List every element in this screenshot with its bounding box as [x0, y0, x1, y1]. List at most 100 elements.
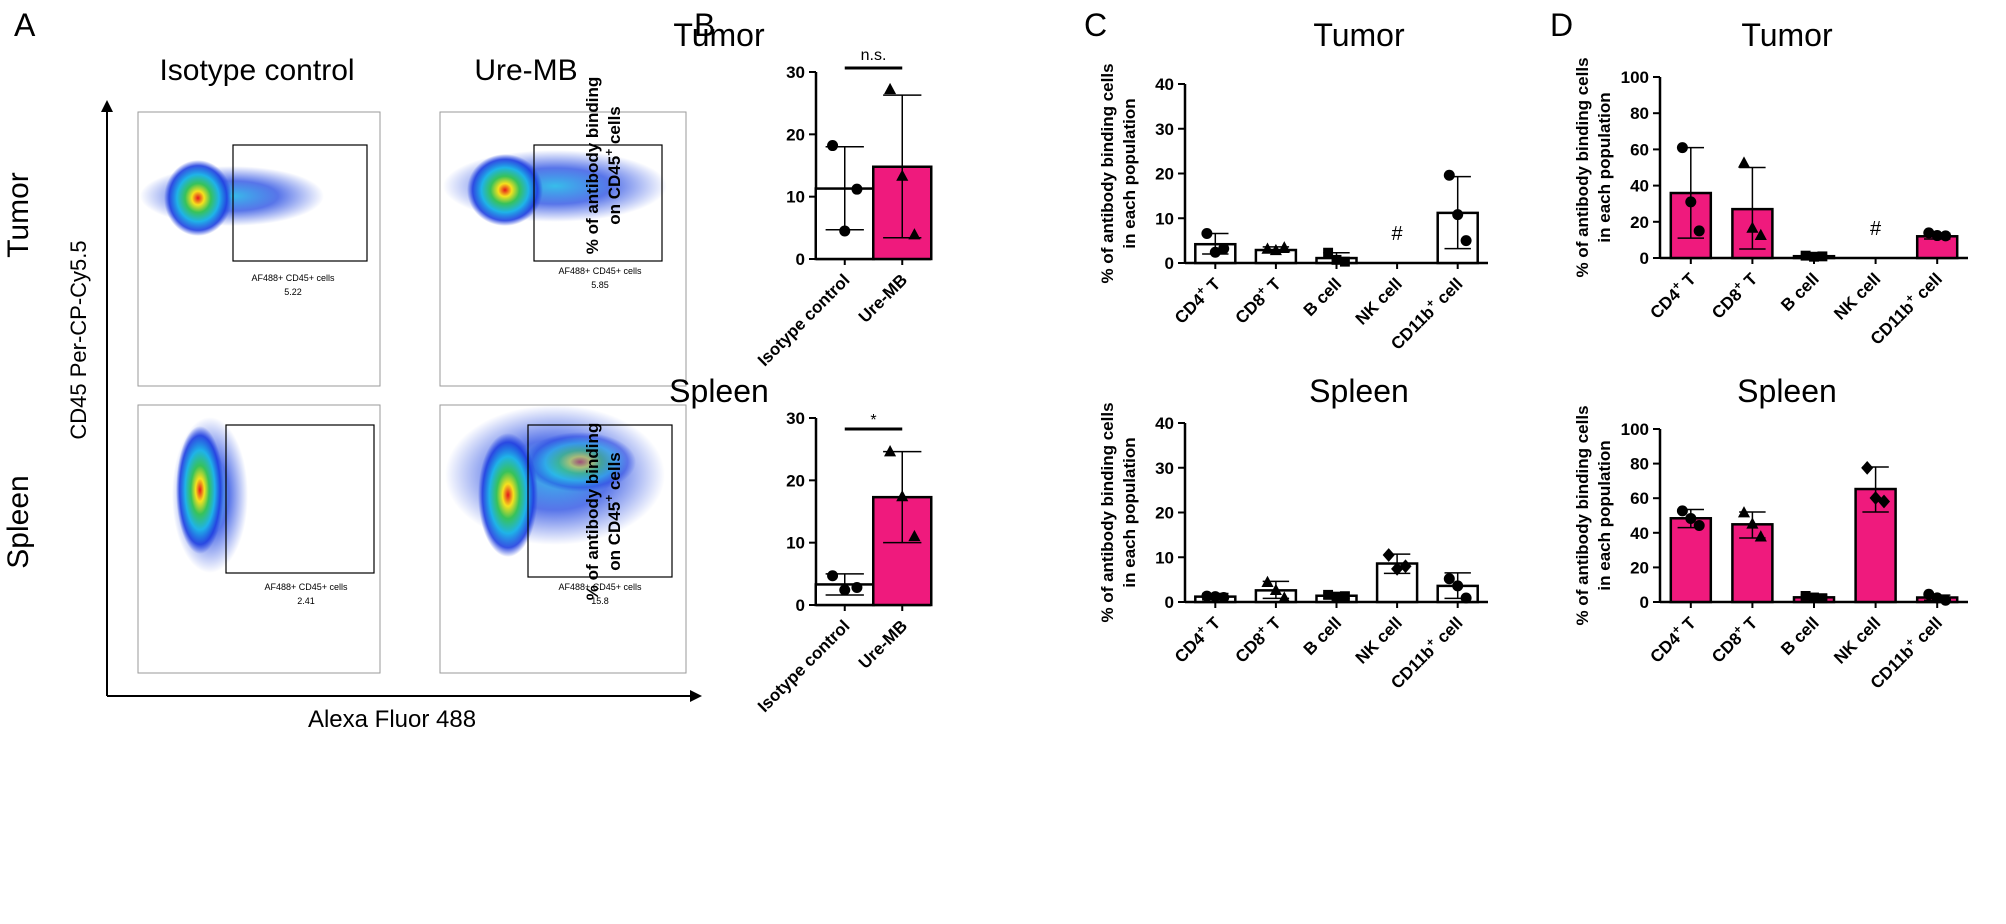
panel-label-d: D: [1550, 7, 1573, 43]
flow-plot-spleen-ure-mb: AF488+ CD45+ cells 15.8: [439, 404, 687, 674]
flow-plot-spleen-isotype: AF488+ CD45+ cells 2.41: [137, 404, 381, 674]
data-point-triangle: [884, 82, 897, 95]
flow-gate-value: 5.22: [284, 287, 302, 297]
data-point-triangle: [1746, 221, 1759, 233]
data-point-square: [1339, 591, 1350, 602]
data-point-circle: [1923, 588, 1935, 600]
data-point-circle: [1209, 591, 1221, 603]
data-point-circle: [1693, 520, 1705, 532]
data-point-circle: [1923, 227, 1935, 239]
flow-density-core: [478, 433, 538, 557]
chart-title: Spleen: [1737, 373, 1837, 409]
y-axis-label: in each population: [1120, 437, 1139, 587]
flow-gate: [527, 424, 673, 578]
data-point-circle: [1218, 243, 1230, 255]
y-axis-label: on CD45+ cells: [602, 452, 624, 571]
y-tick-label: 30: [1155, 120, 1174, 139]
y-tick-label: 10: [1155, 209, 1174, 228]
significance-label: *: [870, 412, 876, 429]
y-tick-label: 20: [1630, 558, 1649, 577]
x-tick-label-b-cell: B cell: [1777, 613, 1823, 659]
x-tick-label-nk-cell: NK cell: [1352, 274, 1406, 328]
flow-column-title-isotype: Isotype control: [159, 54, 354, 87]
chart-title: Spleen: [669, 373, 769, 409]
data-point-circle: [1443, 573, 1455, 585]
data-point-circle: [1452, 209, 1464, 221]
data-point-circle: [1931, 592, 1943, 604]
data-point-square: [1323, 589, 1334, 600]
data-point-circle: [839, 584, 851, 596]
data-point-square: [1331, 254, 1342, 265]
y-tick-label: 0: [1165, 254, 1174, 273]
flow-density-core: [164, 160, 232, 236]
flow-density-core: [524, 432, 636, 492]
y-tick-label: 30: [1155, 459, 1174, 478]
data-point-circle: [827, 140, 839, 152]
y-tick-label: 100: [1621, 420, 1649, 439]
flow-gate-label: AF488+ CD45+ cells: [558, 582, 642, 592]
data-point-circle: [851, 582, 863, 594]
data-point-triangle: [908, 529, 921, 542]
flow-plot-frame: [137, 111, 381, 387]
data-point-triangle: [1261, 242, 1274, 254]
no-data-mark: #: [1870, 218, 1882, 240]
flow-row-title-spleen: Spleen: [2, 475, 35, 568]
chart-title: Tumor: [673, 17, 765, 53]
y-tick-label: 20: [1155, 504, 1174, 523]
flow-x-axis-label: Alexa Fluor 488: [308, 706, 476, 733]
no-data-mark: #: [1392, 223, 1404, 245]
data-point-triangle: [1737, 156, 1751, 168]
data-point-circle: [1201, 590, 1213, 602]
data-point-diamond: [1399, 559, 1412, 574]
panel-label-a: A: [14, 7, 36, 43]
x-tick-label-b-cell: B cell: [1300, 274, 1346, 320]
data-point-square: [1800, 250, 1811, 261]
chart-title: Spleen: [1309, 373, 1409, 409]
flow-gate-label: AF488+ CD45+ cells: [264, 582, 348, 592]
data-point-triangle: [1278, 241, 1291, 253]
data-point-circle: [1940, 594, 1952, 606]
y-axis-label: % of antibody binding: [583, 423, 602, 601]
x-tick-label-cd4-t: CD4+ T: [1644, 611, 1700, 667]
flow-density-core: [467, 154, 543, 226]
data-point-square: [1339, 256, 1350, 267]
x-tick-label-cd4-t: CD4+ T: [1169, 272, 1225, 328]
data-point-square: [1817, 593, 1828, 604]
y-tick-label: 80: [1630, 455, 1649, 474]
flow-x-axis-arrowhead: [690, 690, 702, 702]
y-axis-label: % of antibody binding cells: [1098, 63, 1117, 283]
data-point-diamond: [1382, 548, 1395, 562]
data-point-square: [1809, 592, 1819, 603]
y-tick-label: 10: [786, 188, 805, 207]
y-tick-label: 20: [786, 125, 805, 144]
data-point-circle: [1693, 225, 1705, 237]
data-point-square: [1331, 591, 1342, 602]
flow-gate: [533, 144, 663, 262]
x-tick-label-cd8-t: CD8+ T: [1229, 272, 1285, 328]
data-point-circle: [1931, 230, 1943, 242]
flow-gate-value: 15.8: [591, 596, 609, 606]
flow-density-core: [176, 426, 224, 554]
y-tick-label: 20: [1155, 165, 1174, 184]
x-tick-label-nk-cell: NK cell: [1830, 269, 1884, 323]
data-point-triangle: [1261, 575, 1274, 587]
data-point-triangle: [884, 445, 897, 457]
data-point-square: [1817, 251, 1828, 262]
data-point-triangle: [896, 489, 909, 502]
y-tick-label: 0: [1640, 249, 1649, 268]
data-point-circle: [1940, 230, 1952, 242]
data-point-circle: [851, 183, 863, 195]
x-tick-label-cd8-t: CD8+ T: [1229, 611, 1285, 667]
chart-c-spleen: Spleen % of antibody binding cells in each…: [1098, 373, 1488, 693]
chart-d-spleen: Spleen % of antibody binding cells in each…: [1573, 373, 1968, 693]
flow-gate: [225, 424, 375, 574]
data-point-square: [1809, 251, 1819, 262]
y-tick-label: 0: [1640, 593, 1649, 612]
chart-d-tumor: Tumor % of antibody binding cells in each …: [1573, 17, 1968, 349]
y-tick-label: 20: [786, 471, 805, 490]
flow-y-axis-label: CD45 Per-CP-Cy5.5: [66, 240, 91, 439]
y-axis-label: % of antibody binding cells: [1573, 405, 1592, 625]
x-tick-label-cd8-t: CD8+ T: [1706, 267, 1762, 323]
data-point-circle: [1460, 235, 1472, 247]
flow-column-title-ure-mb: Ure-MB: [474, 54, 577, 87]
